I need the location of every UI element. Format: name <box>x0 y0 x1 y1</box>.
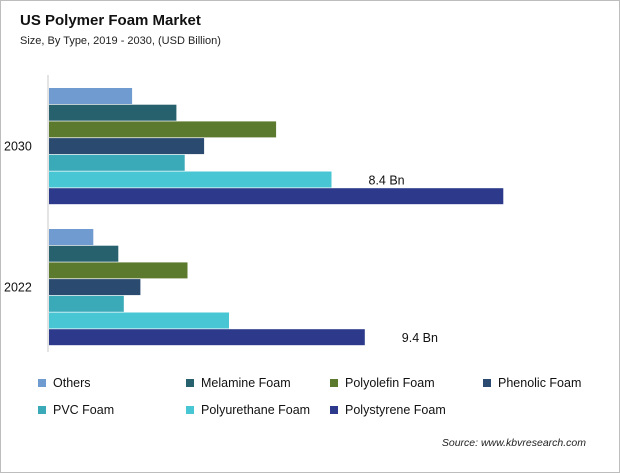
legend-label: Polystyrene Foam <box>345 403 446 417</box>
legend-swatch <box>483 379 491 387</box>
legend-swatch <box>38 406 46 414</box>
legend-swatch <box>330 406 338 414</box>
legend-label: PVC Foam <box>53 403 115 417</box>
legend-label: Polyolefin Foam <box>345 376 435 390</box>
legend-swatch <box>186 379 194 387</box>
legend-item-polyurethane-foam: Polyurethane Foam <box>186 403 310 417</box>
legend-item-melamine-foam: Melamine Foam <box>186 376 291 390</box>
legend-item-others: Others <box>38 376 91 390</box>
bar-2022-polyolefin-foam <box>49 262 188 279</box>
bar-2030-others <box>49 88 133 104</box>
legend-label: Melamine Foam <box>201 376 291 390</box>
legend-swatch <box>330 379 338 387</box>
legend-item-pvc-foam: PVC Foam <box>38 403 114 417</box>
bar-2022-polyurethane-foam <box>49 312 229 329</box>
chart-title: US Polymer Foam Market <box>20 12 201 29</box>
legend-swatch <box>38 379 46 387</box>
chart-subtitle: Size, By Type, 2019 - 2030, (USD Billion… <box>20 35 221 47</box>
bar-2030-polyurethane-foam <box>49 171 332 188</box>
y-tick-label-2030: 2030 <box>4 139 32 153</box>
source-note: Source: www.kbvresearch.com <box>441 437 586 449</box>
legend-item-phenolic-foam: Phenolic Foam <box>483 376 581 390</box>
bar-2022-others <box>49 229 94 245</box>
bar-2022-polystyrene-foam <box>49 329 365 346</box>
bar-2022-pvc-foam <box>49 295 124 312</box>
bar-2022-melamine-foam <box>49 245 119 262</box>
legend-label: Phenolic Foam <box>498 376 582 390</box>
data-label-2022: 9.4 Bn <box>402 331 438 345</box>
bar-2022-phenolic-foam <box>49 279 141 296</box>
bar-2030-phenolic-foam <box>49 138 205 155</box>
y-tick-label-2022: 2022 <box>4 280 32 294</box>
legend-item-polyolefin-foam: Polyolefin Foam <box>330 376 435 390</box>
legend-label: Others <box>53 376 91 390</box>
bar-2030-pvc-foam <box>49 154 185 171</box>
legend-swatch <box>186 406 194 414</box>
data-label-2030: 8.4 Bn <box>369 174 405 188</box>
bar-2030-polystyrene-foam <box>49 188 504 205</box>
bar-2030-melamine-foam <box>49 104 177 121</box>
legend-item-polystyrene-foam: Polystyrene Foam <box>330 403 446 417</box>
legend-label: Polyurethane Foam <box>201 403 311 417</box>
bar-2030-polyolefin-foam <box>49 121 277 138</box>
